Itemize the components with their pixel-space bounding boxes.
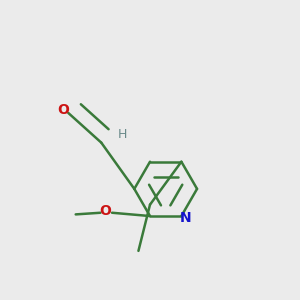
- Text: N: N: [179, 211, 191, 225]
- Text: O: O: [57, 103, 69, 117]
- Text: H: H: [118, 128, 128, 141]
- Text: O: O: [100, 204, 111, 218]
